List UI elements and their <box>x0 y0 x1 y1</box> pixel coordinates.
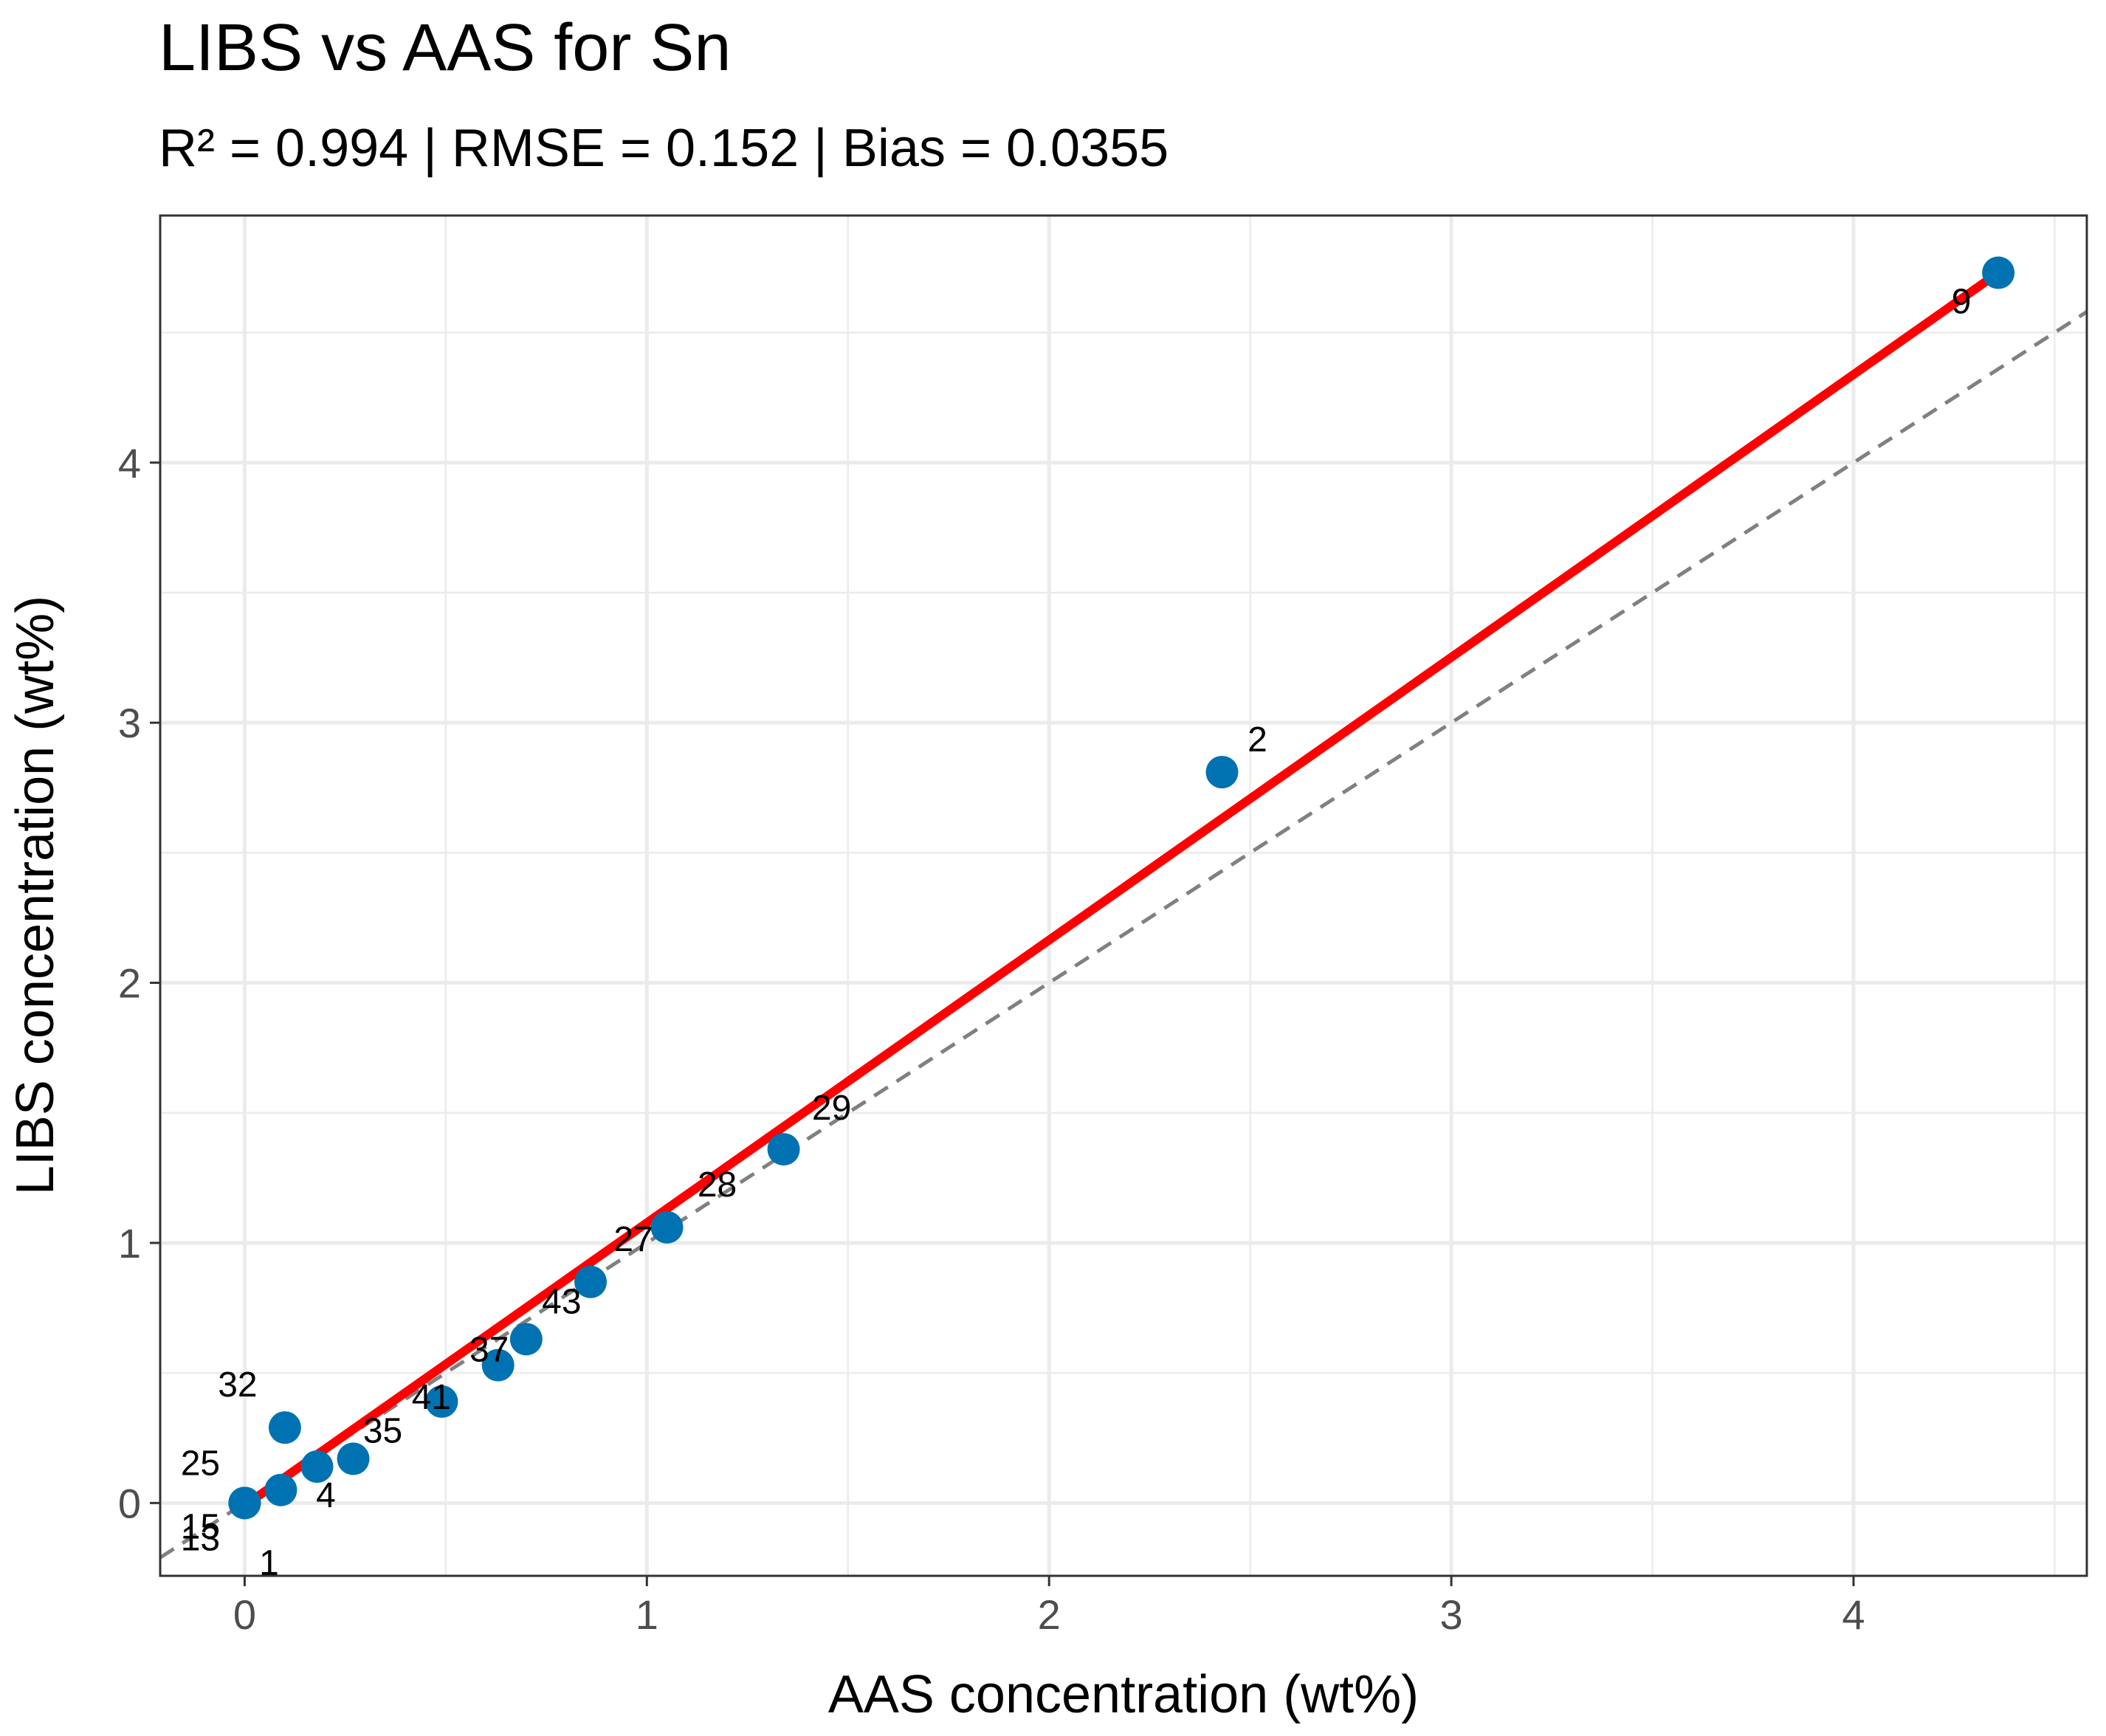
point-label-4: 4 <box>316 1476 336 1515</box>
y-tick-label: 3 <box>118 700 141 746</box>
chart-title: LIBS vs AAS for Sn <box>159 11 731 85</box>
x-tick-label: 3 <box>1440 1591 1463 1638</box>
data-point-27 <box>574 1265 608 1298</box>
data-point-4 <box>300 1450 334 1483</box>
point-label-43: 43 <box>542 1282 581 1321</box>
point-label-9: 9 <box>1952 283 1972 322</box>
point-label-13: 13 <box>181 1519 220 1558</box>
plot-panel-border <box>159 214 2088 1577</box>
x-axis-ticks: 0 1 2 3 4 <box>233 1576 1865 1638</box>
y-axis-label: LIBS concentration (wt%) <box>6 596 65 1195</box>
point-label-25: 25 <box>181 1444 220 1483</box>
fit-line-layer <box>241 269 2001 1509</box>
y-tick-label: 4 <box>118 440 141 486</box>
point-label-41: 41 <box>412 1378 451 1417</box>
y-axis-ticks: 0 1 2 3 4 <box>118 440 160 1526</box>
x-tick-label: 0 <box>233 1591 256 1638</box>
point-label-29: 29 <box>812 1089 851 1128</box>
data-point-35 <box>337 1442 370 1475</box>
data-point-9 <box>1982 256 2015 289</box>
data-point-13 <box>228 1487 261 1520</box>
grid-layer <box>160 216 2087 1576</box>
data-point-41 <box>425 1385 458 1418</box>
data-point-1 <box>264 1473 297 1506</box>
x-tick-label: 2 <box>1038 1591 1061 1638</box>
y-tick-label: 0 <box>118 1480 141 1526</box>
point-label-15: 15 <box>181 1507 220 1546</box>
data-point-29 <box>767 1133 800 1166</box>
x-tick-label: 4 <box>1842 1591 1865 1638</box>
point-label-32: 32 <box>218 1365 257 1405</box>
data-point-43 <box>509 1323 543 1356</box>
x-tick-label: 1 <box>636 1591 658 1638</box>
data-point-2 <box>1205 756 1239 789</box>
x-axis-label: AAS concentration (wt%) <box>828 1665 1419 1724</box>
point-label-37: 37 <box>469 1331 509 1370</box>
y-tick-label: 1 <box>118 1220 141 1267</box>
point-label-35: 35 <box>363 1411 402 1450</box>
identity-line-layer <box>159 310 2088 1560</box>
data-point-28 <box>650 1210 684 1244</box>
data-point-37 <box>481 1348 515 1382</box>
point-label-1: 1 <box>259 1544 279 1583</box>
point-label-28: 28 <box>698 1165 737 1205</box>
regression-fit-line <box>241 269 2001 1509</box>
point-label-27: 27 <box>613 1220 653 1259</box>
identity-line <box>159 310 2088 1560</box>
y-tick-label: 2 <box>118 960 141 1007</box>
point-label-2: 2 <box>1248 720 1267 760</box>
data-point-32 <box>268 1411 301 1444</box>
chart-subtitle: R² = 0.994 | RMSE = 0.152 | Bias = 0.035… <box>159 119 1169 178</box>
points-layer <box>228 256 2015 1520</box>
